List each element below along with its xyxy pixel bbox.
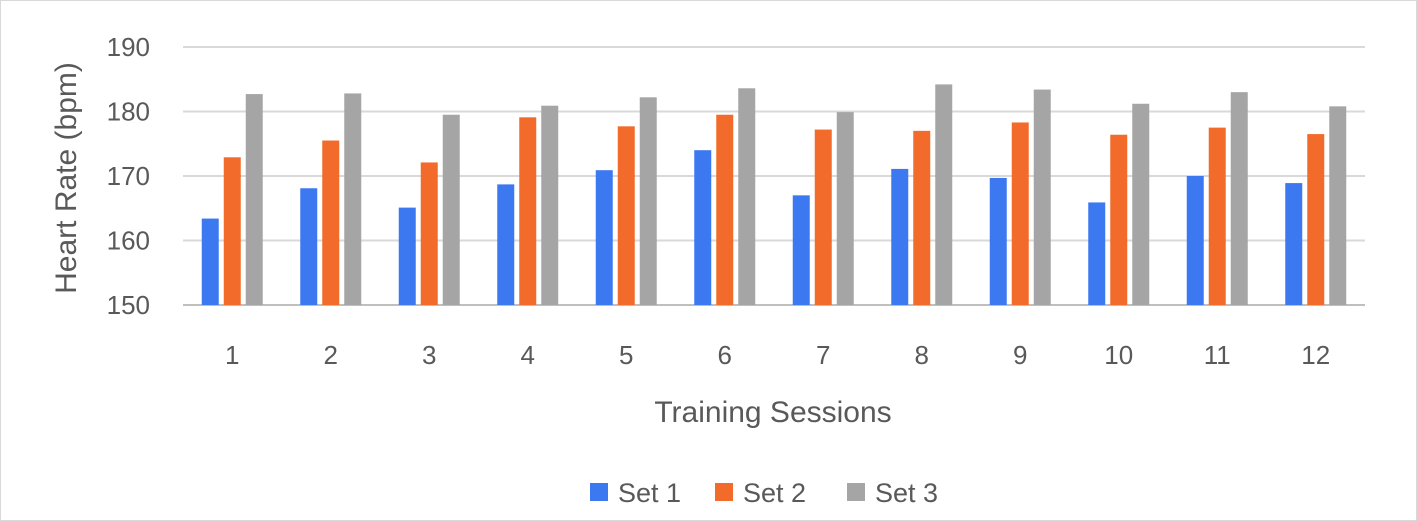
bar-set-1-session-12	[1285, 183, 1303, 305]
gridlines	[183, 46, 1365, 306]
x-axis-ticks: 1 2 3 4 5 6 7 8 9 10 11 12	[225, 340, 1330, 370]
bar-set-1-session-6	[694, 150, 712, 305]
bar-set-1-session-7	[792, 195, 810, 305]
bar-set-3-session-8	[935, 84, 953, 305]
legend-swatch-set-1	[590, 483, 608, 501]
bar-set-1-session-11	[1186, 176, 1204, 305]
bars	[201, 84, 1347, 306]
x-tick-label: 1	[225, 340, 239, 370]
legend-swatch-set-3	[847, 483, 865, 501]
bar-set-2-session-8	[913, 130, 931, 305]
bar-set-2-session-9	[1011, 122, 1029, 305]
bar-set-2-session-11	[1208, 127, 1226, 305]
y-tick-label: 190	[107, 32, 150, 62]
legend-swatch-set-2	[715, 483, 733, 501]
x-tick-label: 7	[816, 340, 830, 370]
bar-set-1-session-5	[595, 170, 613, 305]
bar-set-3-session-5	[639, 97, 657, 305]
x-tick-label: 6	[718, 340, 732, 370]
x-tick-label: 12	[1301, 340, 1330, 370]
y-tick-label: 170	[107, 161, 150, 191]
bar-set-1-session-1	[201, 218, 219, 305]
x-tick-label: 2	[324, 340, 338, 370]
x-tick-label: 5	[619, 340, 633, 370]
x-tick-label: 3	[422, 340, 436, 370]
y-axis-title: Heart Rate (bpm)	[50, 62, 83, 294]
bar-set-1-session-10	[1088, 202, 1106, 305]
legend: Set 1 Set 2 Set 3	[590, 478, 938, 508]
bar-set-2-session-5	[617, 126, 635, 306]
bar-set-2-session-7	[814, 129, 832, 305]
x-tick-label: 11	[1204, 340, 1231, 370]
bar-set-2-session-2	[322, 140, 340, 305]
bar-set-3-session-10	[1132, 103, 1150, 305]
bar-set-3-session-7	[836, 112, 854, 306]
bar-set-3-session-12	[1329, 106, 1347, 305]
x-tick-label: 9	[1013, 340, 1027, 370]
x-tick-label: 10	[1104, 340, 1133, 370]
y-tick-label: 180	[107, 97, 150, 127]
bar-set-3-session-4	[541, 105, 559, 305]
x-tick-label: 8	[915, 340, 929, 370]
bar-set-2-session-6	[716, 114, 734, 305]
y-tick-label: 160	[107, 226, 150, 256]
bar-set-2-session-10	[1110, 134, 1128, 305]
y-tick-label: 150	[107, 290, 150, 320]
bar-set-3-session-9	[1033, 89, 1051, 305]
bar-set-3-session-11	[1230, 92, 1248, 306]
bar-set-3-session-1	[245, 94, 263, 306]
bar-set-2-session-12	[1307, 134, 1325, 305]
y-axis-ticks: 150 160 170 180 190	[107, 32, 150, 320]
bar-set-2-session-3	[420, 162, 438, 305]
bar-set-1-session-4	[497, 184, 515, 305]
x-axis-title: Training Sessions	[654, 396, 891, 429]
legend-label: Set 3	[875, 478, 938, 508]
x-tick-label: 4	[521, 340, 535, 370]
bar-set-2-session-4	[519, 117, 537, 306]
legend-label: Set 2	[743, 478, 806, 508]
bar-set-3-session-2	[344, 93, 362, 305]
bar-set-3-session-3	[442, 114, 460, 305]
bar-set-1-session-8	[891, 168, 909, 305]
legend-label: Set 1	[618, 478, 681, 508]
bar-set-1-session-9	[989, 177, 1007, 305]
bar-set-1-session-2	[300, 188, 318, 305]
bar-set-2-session-1	[223, 157, 241, 305]
bar-set-3-session-6	[738, 88, 756, 305]
bar-set-1-session-3	[398, 207, 416, 305]
